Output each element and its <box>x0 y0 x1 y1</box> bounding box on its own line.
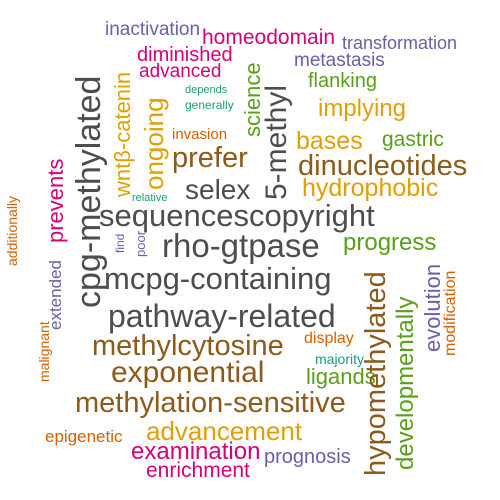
word-examination: examination <box>131 438 261 465</box>
word-enrichment: enrichment <box>146 459 250 482</box>
word-implying: implying <box>318 95 407 122</box>
word-display: display <box>304 330 354 347</box>
word-methylation-sensitive: methylation-sensitive <box>75 387 346 419</box>
word-flanking: flanking <box>308 70 377 92</box>
word-advanced: advanced <box>139 61 222 82</box>
word-depends: depends <box>185 84 228 96</box>
word-relative: relative <box>132 192 168 204</box>
word-mcpg-containing: mcpg-containing <box>104 261 332 296</box>
word-pathway-related: pathway-related <box>108 298 336 334</box>
word-majority: majority <box>315 351 365 367</box>
word-cpg-methylated: cpg-methylated <box>70 75 108 308</box>
word-additionally: additionally <box>4 195 20 266</box>
word-exponential: exponential <box>111 356 265 389</box>
word-prefer: prefer <box>172 142 248 174</box>
word-selex: selex <box>185 174 251 205</box>
word-prevents: prevents <box>43 158 68 243</box>
word-epigenetic: epigenetic <box>45 427 123 446</box>
word-progress: progress <box>343 229 437 256</box>
word-5-methyl: 5-methyl <box>260 84 293 200</box>
word-sequencescopyright: sequencescopyright <box>99 198 375 233</box>
word-find: find <box>113 233 127 253</box>
word-transformation: transformation <box>342 33 458 53</box>
word-prognosis: prognosis <box>264 446 351 468</box>
word-ongoing: ongoing <box>139 97 169 190</box>
word-modification: modification <box>442 270 459 356</box>
word-wntb-catenin: wntβ-catenin <box>110 71 135 197</box>
word-evolution: evolution <box>420 263 445 352</box>
word-malignant: malignant <box>36 321 52 382</box>
word-diminished: diminished <box>137 44 233 66</box>
word-generally: generally <box>185 98 234 112</box>
word-hydrophobic: hydrophobic <box>302 174 439 202</box>
word-inactivation: inactivation <box>105 19 201 40</box>
word-bases: bases <box>296 127 363 155</box>
word-rho-gtpase: rho-gtpase <box>162 227 320 264</box>
word-advancement: advancement <box>146 416 303 446</box>
word-invasion: invasion <box>172 126 228 143</box>
word-ligands: ligands <box>306 364 376 389</box>
word-homeodomain: homeodomain <box>202 26 336 49</box>
word-metastasis: metastasis <box>294 50 385 71</box>
word-dinucleotides: dinucleotides <box>298 150 468 182</box>
word-developmentally: developmentally <box>392 296 419 470</box>
word-extended: extended <box>46 260 65 330</box>
word-methylcytosine: methylcytosine <box>92 330 284 362</box>
word-gastric: gastric <box>382 128 444 151</box>
word-poor: poor <box>133 230 148 257</box>
word-hypomethylated: hypomethylated <box>360 271 392 476</box>
